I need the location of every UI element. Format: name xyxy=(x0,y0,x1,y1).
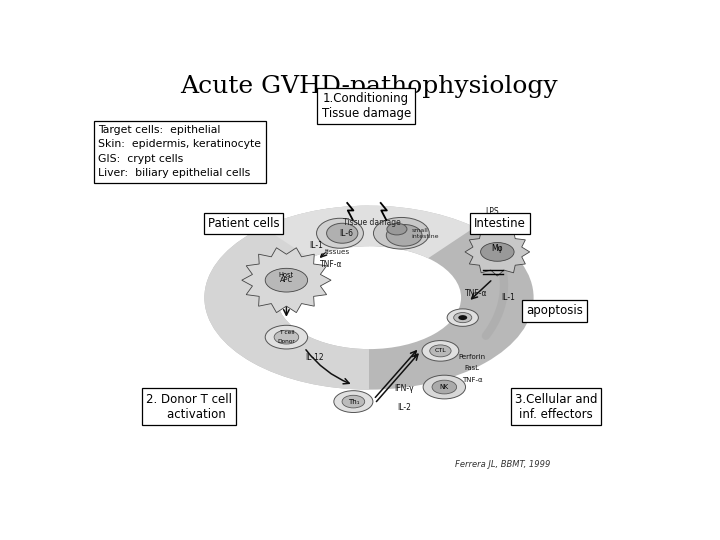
Text: LPS: LPS xyxy=(485,207,498,215)
Text: IL-1: IL-1 xyxy=(309,241,323,250)
Polygon shape xyxy=(465,228,530,276)
Text: 3.Cellular and
inf. effectors: 3.Cellular and inf. effectors xyxy=(515,393,597,421)
Text: apoptosis: apoptosis xyxy=(526,305,583,318)
Polygon shape xyxy=(204,206,369,390)
Text: Patient cells: Patient cells xyxy=(207,217,279,230)
Ellipse shape xyxy=(430,345,451,357)
Text: Acute GVHD-pathophysiology: Acute GVHD-pathophysiology xyxy=(180,75,558,98)
Text: IFN-γ: IFN-γ xyxy=(395,384,414,393)
Text: IL-2: IL-2 xyxy=(397,403,411,413)
Text: 1.Conditioning
Tissue damage: 1.Conditioning Tissue damage xyxy=(322,92,411,120)
Text: Perforin: Perforin xyxy=(459,354,486,360)
Text: NK: NK xyxy=(440,384,449,390)
Ellipse shape xyxy=(265,325,307,349)
Text: TNF-α: TNF-α xyxy=(465,289,487,298)
Text: Th₁: Th₁ xyxy=(348,399,359,404)
Text: IL-6: IL-6 xyxy=(340,229,354,238)
Text: IL-1: IL-1 xyxy=(502,293,516,302)
Text: 2. Donor T cell
    activation: 2. Donor T cell activation xyxy=(146,393,233,421)
Text: IL-12: IL-12 xyxy=(305,353,323,362)
Ellipse shape xyxy=(387,223,407,235)
Ellipse shape xyxy=(481,242,514,261)
Text: tissues: tissues xyxy=(325,249,350,255)
Ellipse shape xyxy=(274,330,299,344)
Ellipse shape xyxy=(447,309,478,326)
Polygon shape xyxy=(242,248,331,313)
Ellipse shape xyxy=(387,225,422,246)
Text: small
intestine: small intestine xyxy=(411,228,439,239)
Ellipse shape xyxy=(317,218,364,248)
Text: Intestine: Intestine xyxy=(474,217,526,230)
Text: TNF-α: TNF-α xyxy=(462,377,482,383)
Text: Mφ: Mφ xyxy=(492,244,503,253)
Ellipse shape xyxy=(277,246,461,349)
Text: Tissue damage: Tissue damage xyxy=(343,218,400,227)
Ellipse shape xyxy=(265,268,307,292)
Ellipse shape xyxy=(454,313,472,323)
Ellipse shape xyxy=(432,380,456,394)
Text: TNF-α: TNF-α xyxy=(320,260,342,269)
Ellipse shape xyxy=(422,341,459,361)
Ellipse shape xyxy=(204,206,534,390)
Text: T cell: T cell xyxy=(279,330,294,335)
Text: Ferrera JL, BBMT, 1999: Ferrera JL, BBMT, 1999 xyxy=(455,460,551,469)
Text: FasL: FasL xyxy=(464,366,480,372)
Text: APC: APC xyxy=(280,277,293,283)
Ellipse shape xyxy=(327,223,358,243)
Text: Host: Host xyxy=(279,273,294,279)
Ellipse shape xyxy=(342,395,365,408)
Polygon shape xyxy=(264,206,474,258)
Text: Donor: Donor xyxy=(277,339,295,344)
Ellipse shape xyxy=(334,390,373,413)
Text: CTL: CTL xyxy=(435,348,446,353)
Ellipse shape xyxy=(374,218,429,249)
Ellipse shape xyxy=(423,375,466,399)
Text: Target cells:  epithelial
Skin:  epidermis, keratinocyte
GIS:  crypt cells
Liver: Target cells: epithelial Skin: epidermis… xyxy=(99,125,261,178)
Ellipse shape xyxy=(459,315,467,320)
